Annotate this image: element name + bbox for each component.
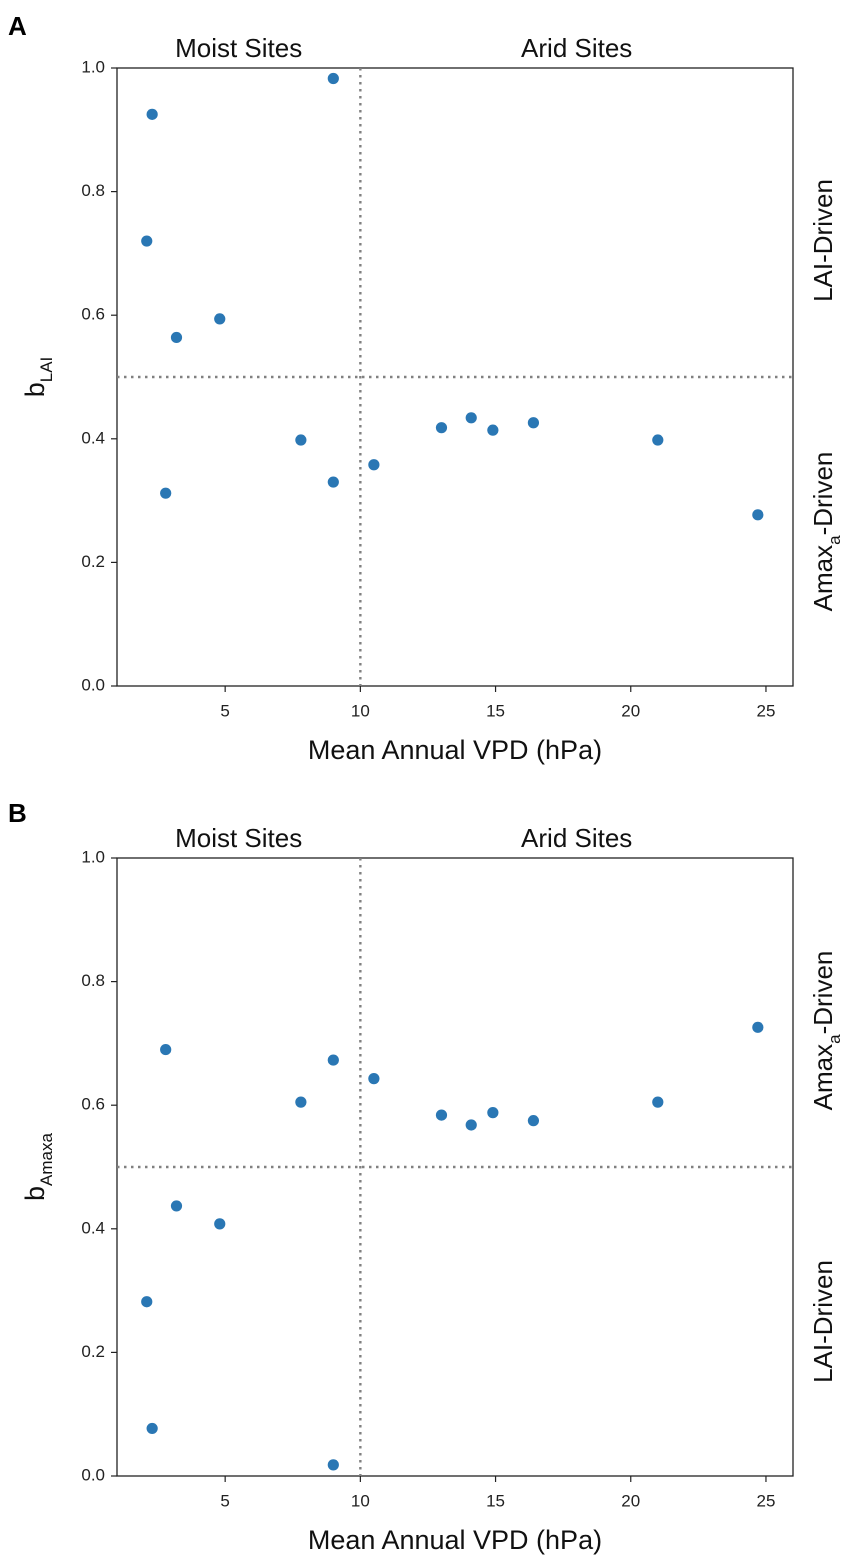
region-label-moist: Moist Sites <box>175 823 302 853</box>
data-point <box>327 476 339 488</box>
x-tick-label: 20 <box>621 701 640 720</box>
data-point <box>141 1296 153 1308</box>
y-axis-title-base: b <box>20 382 50 397</box>
data-point <box>435 422 448 434</box>
y-tick-label: 0.0 <box>81 675 105 694</box>
data-point <box>652 1096 664 1108</box>
data-point <box>295 1096 307 1108</box>
y-tick-label: 1.0 <box>81 847 105 866</box>
side-label-upper: LAI-Driven <box>808 179 838 302</box>
data-point <box>752 1021 764 1033</box>
data-point <box>527 417 540 429</box>
data-point <box>146 1422 158 1435</box>
y-tick-label: 0.2 <box>81 1342 105 1361</box>
side-label-lower-sub: a <box>825 535 844 545</box>
x-tick-label: 10 <box>351 1491 370 1510</box>
x-tick-label: 10 <box>351 701 370 720</box>
region-label-arid: Arid Sites <box>521 33 632 63</box>
data-point <box>487 424 499 436</box>
x-tick-label: 25 <box>756 701 775 720</box>
y-tick-label: 0.2 <box>81 552 105 571</box>
y-tick-label: 0.6 <box>81 305 105 324</box>
data-point <box>170 1200 183 1212</box>
side-label-upper: Amaxa-Driven <box>808 951 844 1111</box>
data-point <box>170 331 183 344</box>
side-label-lower-text: Amax <box>808 545 838 611</box>
data-point <box>527 1115 540 1127</box>
data-point <box>160 487 172 499</box>
y-tick-label: 0.8 <box>81 971 105 990</box>
y-tick-label: 0.4 <box>81 1218 105 1237</box>
y-axis-title: bLAI <box>20 357 56 398</box>
panel-label: B <box>8 798 27 828</box>
y-axis-title-sub: Amaxa <box>37 1132 56 1185</box>
region-label-moist: Moist Sites <box>175 33 302 63</box>
x-axis-title: Mean Annual VPD (hPa) <box>308 735 602 765</box>
panel-b: B Moist Sites Arid Sites 5 10 15 20 25 0.0 0.2 0.4… <box>8 798 844 1555</box>
data-point <box>295 434 307 446</box>
data-point <box>652 434 664 446</box>
x-tick-label: 5 <box>220 1491 229 1510</box>
data-point <box>141 235 153 247</box>
x-tick-label: 5 <box>220 701 229 720</box>
panel-label: A <box>8 11 27 41</box>
x-tick-label: 20 <box>621 1491 640 1510</box>
y-axis-title: bAmaxa <box>20 1132 56 1200</box>
y-tick-label: 0.4 <box>81 428 105 447</box>
x-tick-label: 25 <box>756 1491 775 1510</box>
y-tick-label: 0.0 <box>81 1465 105 1484</box>
side-label-upper-text: Amax <box>808 1044 838 1110</box>
x-axis-title: Mean Annual VPD (hPa) <box>308 1525 602 1555</box>
data-point <box>214 313 226 325</box>
y-axis-title-sub: LAI <box>37 357 56 383</box>
data-point <box>368 459 380 471</box>
data-point <box>327 1459 339 1471</box>
y-tick-label: 1.0 <box>81 57 105 76</box>
panel-a: A Moist Sites Arid Sites 5 10 15 20 25 0.0 0.2 0.4… <box>8 11 844 765</box>
data-point <box>160 1043 172 1056</box>
side-label-lower: Amaxa-Driven <box>808 452 844 612</box>
side-label-upper-text: LAI-Driven <box>808 179 838 302</box>
data-point <box>487 1107 499 1119</box>
data-point <box>435 1109 448 1121</box>
data-point <box>327 72 339 85</box>
side-label-lower-text: LAI-Driven <box>808 1260 838 1383</box>
data-point <box>465 1119 477 1131</box>
data-point <box>146 108 158 120</box>
side-label-lower-suffix: -Driven <box>808 452 838 536</box>
data-point <box>327 1054 339 1066</box>
data-point <box>214 1218 226 1230</box>
side-label-upper-suffix: -Driven <box>808 951 838 1035</box>
y-axis-title-base: b <box>20 1186 50 1201</box>
data-point <box>368 1073 380 1085</box>
y-tick-label: 0.8 <box>81 181 105 200</box>
y-tick-label: 0.6 <box>81 1095 105 1114</box>
data-point <box>752 509 764 521</box>
region-label-arid: Arid Sites <box>521 823 632 853</box>
x-tick-label: 15 <box>486 1491 505 1510</box>
side-label-lower: LAI-Driven <box>808 1260 838 1383</box>
data-point <box>465 412 477 424</box>
side-label-upper-sub: a <box>825 1034 844 1044</box>
x-tick-label: 15 <box>486 701 505 720</box>
